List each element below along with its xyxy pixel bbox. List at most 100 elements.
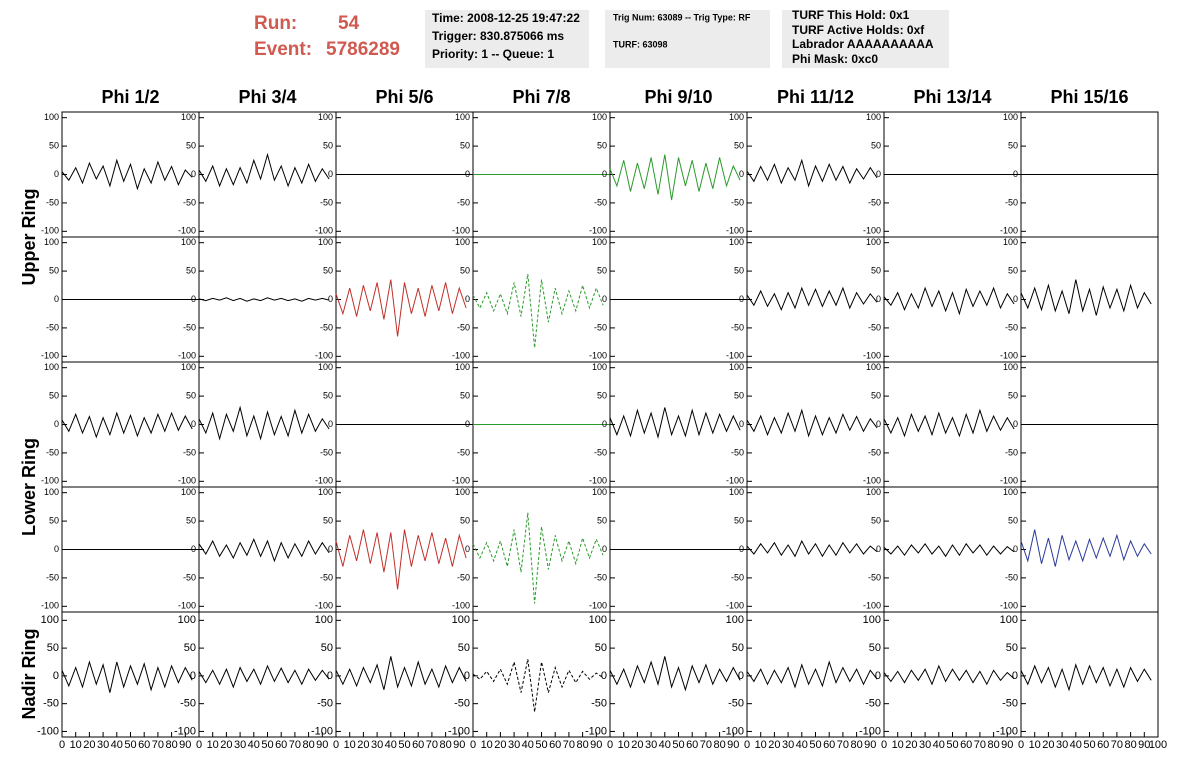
y-tick-label: -100 bbox=[863, 351, 881, 361]
x-tick-label: 40 bbox=[248, 739, 260, 751]
y-tick-label: 100 bbox=[592, 487, 607, 497]
y-tick-label: -100 bbox=[311, 725, 333, 737]
y-tick-label: -50 bbox=[46, 572, 59, 582]
y-tick-label: -100 bbox=[589, 601, 607, 611]
waveform bbox=[61, 660, 193, 693]
x-tick-label: 50 bbox=[124, 739, 136, 751]
x-tick-label: 40 bbox=[1070, 739, 1082, 751]
x-tick-label: 80 bbox=[165, 739, 177, 751]
y-tick-label: -100 bbox=[863, 601, 881, 611]
y-tick-label: 50 bbox=[869, 642, 881, 654]
x-tick-label: 60 bbox=[549, 739, 561, 751]
y-tick-label: 50 bbox=[595, 642, 607, 654]
y-tick-label: 0 bbox=[739, 294, 744, 304]
y-tick-label: 0 bbox=[328, 169, 333, 179]
y-tick-label: 50 bbox=[732, 642, 744, 654]
y-tick-label: -100 bbox=[174, 725, 196, 737]
panel-frame bbox=[746, 236, 885, 363]
y-tick-label: -100 bbox=[315, 476, 333, 486]
y-tick-label: 100 bbox=[729, 487, 744, 497]
y-tick-label: -100 bbox=[589, 226, 607, 236]
y-tick-label: 100 bbox=[589, 614, 607, 626]
y-tick-label: 0 bbox=[191, 169, 196, 179]
x-tick-label: 20 bbox=[905, 739, 917, 751]
y-tick-label: 0 bbox=[54, 544, 59, 554]
x-tick-label: 60 bbox=[686, 739, 698, 751]
y-tick-label: 100 bbox=[181, 362, 196, 372]
panel-frame bbox=[609, 111, 748, 238]
y-tick-label: 100 bbox=[315, 614, 333, 626]
column-title: Phi 1/2 bbox=[101, 87, 159, 107]
x-tick-label: 0 bbox=[1018, 739, 1024, 751]
y-tick-label: -50 bbox=[1005, 447, 1018, 457]
y-tick-label: -100 bbox=[41, 351, 59, 361]
x-tick-label: 10 bbox=[1029, 739, 1041, 751]
y-tick-label: 50 bbox=[871, 265, 881, 275]
panel-frame bbox=[609, 611, 748, 738]
y-tick-label: -50 bbox=[594, 572, 607, 582]
info-box bbox=[782, 10, 949, 68]
y-tick-label: 0 bbox=[602, 169, 607, 179]
x-tick-label: 50 bbox=[261, 739, 273, 751]
y-tick-label: -50 bbox=[728, 698, 744, 710]
y-tick-label: -50 bbox=[1002, 698, 1018, 710]
x-tick-label: 10 bbox=[755, 739, 767, 751]
y-tick-label: -50 bbox=[183, 572, 196, 582]
y-tick-label: -50 bbox=[594, 322, 607, 332]
y-tick-label: 50 bbox=[49, 265, 59, 275]
y-tick-label: 50 bbox=[871, 515, 881, 525]
y-tick-label: -100 bbox=[178, 226, 196, 236]
x-tick-label: 40 bbox=[659, 739, 671, 751]
x-tick-label: 40 bbox=[522, 739, 534, 751]
x-tick-label: 10 bbox=[70, 739, 82, 751]
y-tick-label: 100 bbox=[866, 487, 881, 497]
y-tick-label: 100 bbox=[592, 112, 607, 122]
y-tick-label: -50 bbox=[731, 447, 744, 457]
column-title: Phi 7/8 bbox=[512, 87, 570, 107]
y-tick-label: 50 bbox=[186, 140, 196, 150]
y-tick-label: 50 bbox=[871, 390, 881, 400]
y-tick-label: 50 bbox=[1008, 265, 1018, 275]
panel-frame bbox=[883, 486, 1022, 613]
y-tick-label: -100 bbox=[452, 351, 470, 361]
y-tick-label: -100 bbox=[863, 476, 881, 486]
x-tick-label: 80 bbox=[302, 739, 314, 751]
y-tick-label: 0 bbox=[1013, 169, 1018, 179]
x-tick-label: 0 bbox=[744, 739, 750, 751]
y-tick-label: 100 bbox=[1003, 362, 1018, 372]
panel-frame bbox=[335, 611, 474, 738]
y-tick-label: 100 bbox=[592, 362, 607, 372]
y-tick-label: -50 bbox=[1005, 572, 1018, 582]
y-tick-label: 100 bbox=[178, 614, 196, 626]
panel-frame bbox=[472, 236, 611, 363]
y-tick-label: 100 bbox=[1000, 614, 1018, 626]
waveform bbox=[883, 408, 1015, 438]
x-tick-label: 60 bbox=[823, 739, 835, 751]
waveform bbox=[198, 297, 330, 302]
x-tick-label: 10 bbox=[207, 739, 219, 751]
y-tick-label: -100 bbox=[589, 476, 607, 486]
y-tick-label: 100 bbox=[318, 112, 333, 122]
y-tick-label: -50 bbox=[591, 698, 607, 710]
x-tick-label: 10 bbox=[344, 739, 356, 751]
y-tick-label: 0 bbox=[465, 294, 470, 304]
x-tick-label: 80 bbox=[576, 739, 588, 751]
y-tick-label: 100 bbox=[863, 614, 881, 626]
x-tick-label: 50 bbox=[809, 739, 821, 751]
waveform bbox=[883, 664, 1015, 686]
y-tick-label: 100 bbox=[318, 237, 333, 247]
x-tick-label: 90 bbox=[316, 739, 328, 751]
y-tick-label: 100 bbox=[729, 237, 744, 247]
column-title: Phi 3/4 bbox=[238, 87, 296, 107]
x-tick-label: 0 bbox=[333, 739, 339, 751]
y-tick-label: -100 bbox=[726, 476, 744, 486]
x-tick-label: 40 bbox=[111, 739, 123, 751]
panel-frame bbox=[61, 361, 200, 488]
y-tick-label: 100 bbox=[726, 614, 744, 626]
x-tick-label: 70 bbox=[563, 739, 575, 751]
y-tick-label: 50 bbox=[323, 390, 333, 400]
x-tick-label: 0 bbox=[470, 739, 476, 751]
y-tick-label: 0 bbox=[602, 544, 607, 554]
y-tick-label: 100 bbox=[455, 487, 470, 497]
x-tick-label: 50 bbox=[398, 739, 410, 751]
